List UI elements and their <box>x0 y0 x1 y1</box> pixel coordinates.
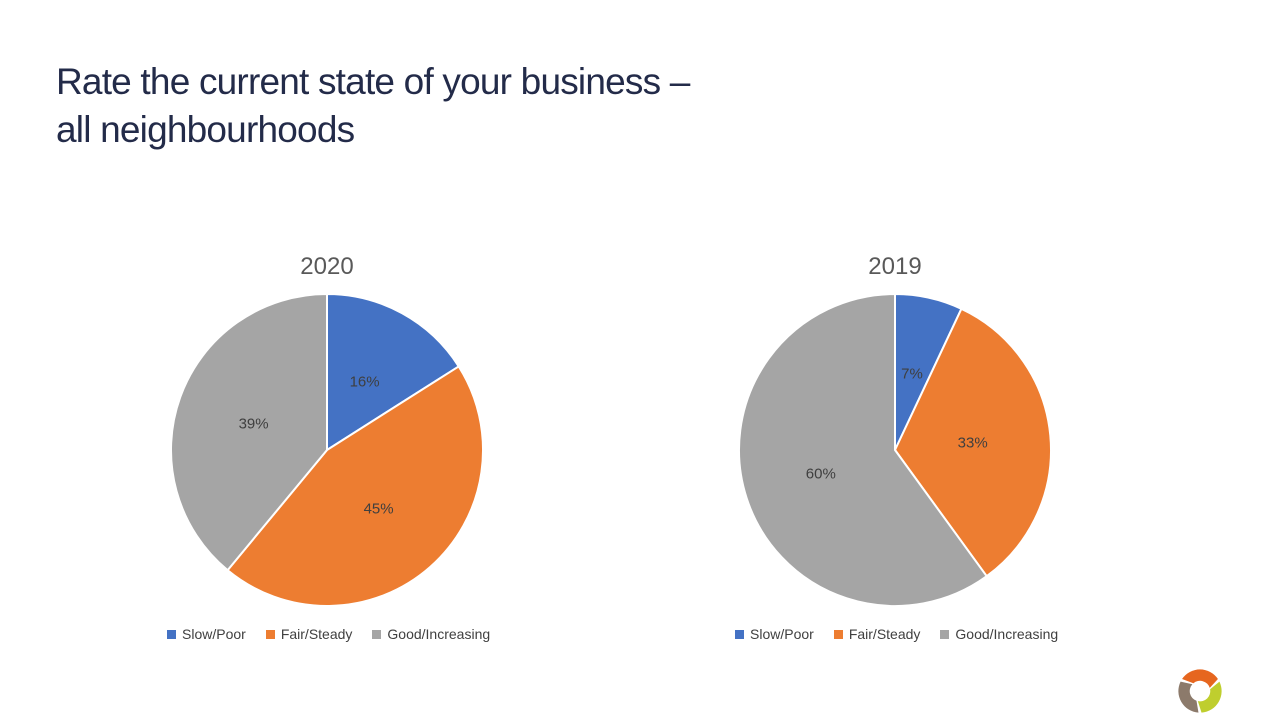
legend-label: Slow/Poor <box>182 626 246 642</box>
trefoil-logo <box>1173 663 1227 717</box>
pie-slice-good-increasing <box>170 293 328 572</box>
legend-label: Good/Increasing <box>955 626 1059 642</box>
chart-title-2020: 2020 <box>300 253 354 280</box>
legend-item: Good/Increasing <box>372 626 490 642</box>
pie-slice-fair-steady <box>894 307 1052 578</box>
pie-slice-fair-steady <box>226 365 484 607</box>
logo-arc-left <box>1178 681 1199 713</box>
legend-item: Slow/Poor <box>735 626 814 642</box>
trefoil-logo-icon <box>1178 669 1222 713</box>
pie-2019 <box>738 293 1052 607</box>
legend-swatch <box>167 629 176 639</box>
pie-slice-slow-poor <box>326 293 460 451</box>
legend-swatch <box>372 629 382 639</box>
legend-2020: Slow/Poor Fair/Steady Good/Increasing <box>167 626 527 642</box>
legend-item: Fair/Steady <box>265 626 353 642</box>
legend-label: Slow/Poor <box>750 626 814 642</box>
logo-arc-top <box>1182 669 1218 688</box>
pie-chart-2019: 2019 7% 33% 60% Slow/Poor Fair/Steady Good/I… <box>735 250 1058 670</box>
legend-item: Slow/Poor <box>167 626 246 642</box>
legend-label: Good/Increasing <box>387 626 491 642</box>
slide-title-line2: all neighbourhoods <box>56 109 355 150</box>
pie-slice-good-increasing <box>738 293 988 607</box>
legend-item: Good/Increasing <box>940 626 1058 642</box>
legend-label: Fair/Steady <box>848 626 921 642</box>
legend-swatch <box>265 629 275 639</box>
legend-swatch <box>735 629 744 639</box>
logo-arc-right <box>1197 681 1222 713</box>
slide-title-line1: Rate the current state of your business … <box>56 61 690 102</box>
pie-chart-2020: 2020 16% 45% 39% Slow/Poor Fair/Steady Good/… <box>167 250 490 670</box>
legend-swatch <box>833 629 843 639</box>
chart-title-2019: 2019 <box>868 253 922 280</box>
legend-item: Fair/Steady <box>833 626 921 642</box>
legend-label: Fair/Steady <box>280 626 353 642</box>
legend-2019: Slow/Poor Fair/Steady Good/Increasing <box>735 626 1095 642</box>
slide-title: Rate the current state of your business … <box>56 58 690 154</box>
pie-2020 <box>170 293 484 607</box>
legend-swatch <box>940 629 950 639</box>
